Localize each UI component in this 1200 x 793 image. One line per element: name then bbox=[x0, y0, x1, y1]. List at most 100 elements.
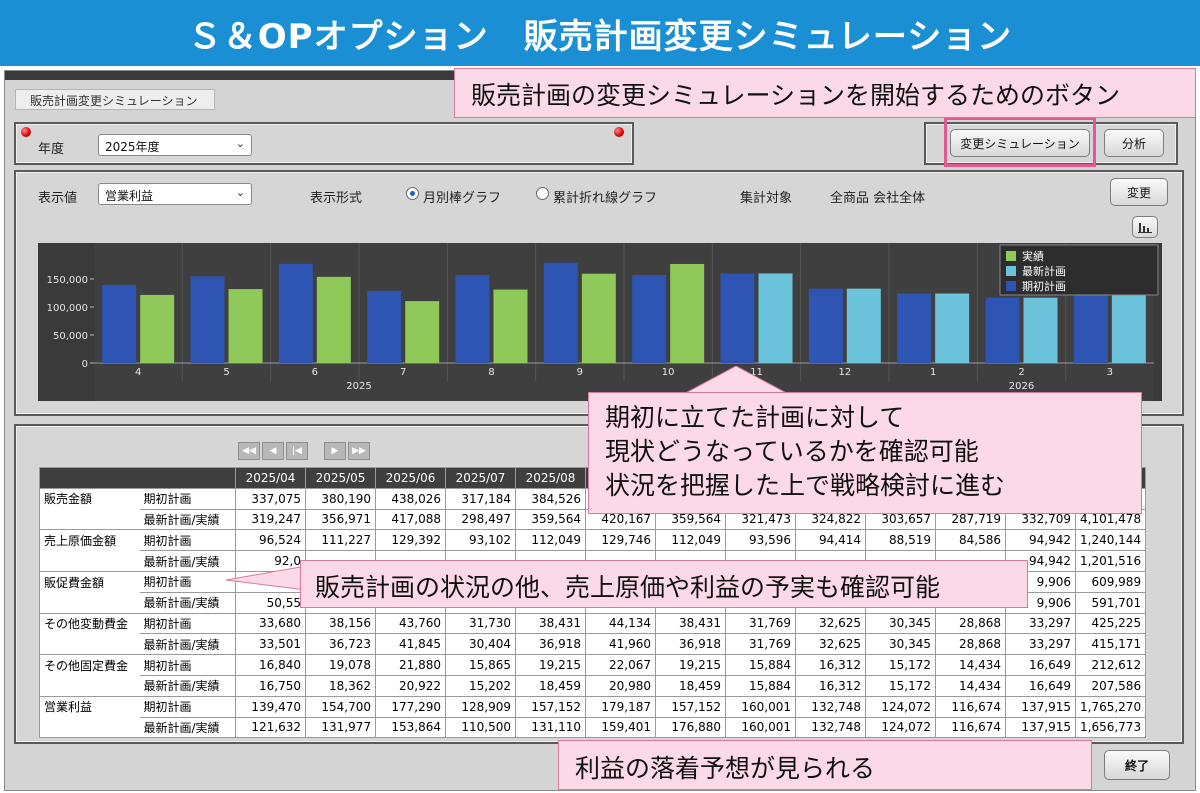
table-cell[interactable]: 93,102 bbox=[445, 529, 516, 552]
table-cell[interactable]: 36,918 bbox=[515, 633, 586, 656]
table-cell[interactable]: 16,649 bbox=[1005, 674, 1076, 697]
change-button[interactable]: 変更 bbox=[1110, 178, 1168, 206]
table-cell[interactable]: 41,960 bbox=[585, 633, 656, 656]
next-page-icon[interactable]: ▶ bbox=[324, 442, 346, 460]
table-cell[interactable]: 110,500 bbox=[445, 716, 516, 739]
table-cell[interactable]: 425,225 bbox=[1074, 612, 1147, 635]
table-cell[interactable]: 44,134 bbox=[585, 612, 656, 635]
table-cell[interactable]: 160,001 bbox=[725, 716, 796, 739]
chart-type-button[interactable] bbox=[1132, 216, 1158, 238]
table-cell[interactable]: 207,586 bbox=[1074, 674, 1147, 697]
table-cell[interactable]: 177,290 bbox=[375, 695, 446, 718]
table-cell[interactable]: 124,072 bbox=[865, 695, 936, 718]
table-cell[interactable]: 16,649 bbox=[1005, 654, 1076, 676]
table-cell[interactable]: 153,864 bbox=[375, 716, 446, 739]
table-cell[interactable]: 31,769 bbox=[725, 612, 796, 635]
table-cell[interactable]: 324,822 bbox=[795, 508, 866, 531]
table-cell[interactable]: 21,880 bbox=[375, 654, 446, 676]
table-cell[interactable]: 438,026 bbox=[375, 487, 446, 510]
table-cell[interactable]: 18,459 bbox=[515, 674, 586, 697]
table-cell[interactable]: 19,078 bbox=[305, 654, 376, 676]
table-cell[interactable]: 15,884 bbox=[725, 674, 796, 697]
table-cell[interactable]: 33,501 bbox=[235, 633, 306, 656]
table-cell[interactable]: 417,088 bbox=[375, 508, 446, 531]
table-cell[interactable]: 131,977 bbox=[305, 716, 376, 739]
table-cell[interactable]: 1,201,516 bbox=[1074, 550, 1147, 572]
table-cell[interactable]: 137,915 bbox=[1005, 716, 1076, 739]
table-cell[interactable]: 43,760 bbox=[375, 612, 446, 635]
table-cell[interactable]: 15,202 bbox=[445, 674, 516, 697]
table-cell[interactable]: 317,184 bbox=[445, 487, 516, 510]
table-cell[interactable]: 15,172 bbox=[865, 654, 936, 676]
table-cell[interactable]: 38,156 bbox=[305, 612, 376, 635]
table-cell[interactable]: 36,918 bbox=[655, 633, 726, 656]
table-cell[interactable]: 88,519 bbox=[865, 529, 936, 552]
table-cell[interactable]: 591,701 bbox=[1074, 591, 1147, 614]
table-cell[interactable]: 132,748 bbox=[795, 716, 866, 739]
display-value-select[interactable]: 営業利益 ⌄ bbox=[98, 183, 252, 205]
last-page-icon[interactable]: ▶▶ bbox=[348, 442, 370, 460]
table-cell[interactable]: 116,674 bbox=[935, 695, 1006, 718]
table-cell[interactable]: 124,072 bbox=[865, 716, 936, 739]
table-cell[interactable]: 128,909 bbox=[445, 695, 516, 718]
table-cell[interactable]: 19,215 bbox=[655, 654, 726, 676]
table-cell[interactable]: 41,845 bbox=[375, 633, 446, 656]
radio-monthly-bar[interactable] bbox=[406, 187, 419, 200]
table-cell[interactable]: 28,868 bbox=[935, 612, 1006, 635]
table-cell[interactable]: 176,880 bbox=[655, 716, 726, 739]
table-cell[interactable]: 33,297 bbox=[1005, 633, 1076, 656]
analyze-button[interactable]: 分析 bbox=[1104, 129, 1164, 157]
table-cell[interactable]: 131,110 bbox=[515, 716, 586, 739]
radio-cumulative-line[interactable] bbox=[536, 187, 549, 200]
table-cell[interactable]: 30,345 bbox=[865, 633, 936, 656]
table-cell[interactable]: 31,769 bbox=[725, 633, 796, 656]
table-cell[interactable]: 157,152 bbox=[655, 695, 726, 718]
table-cell[interactable]: 384,526 bbox=[515, 487, 586, 510]
table-cell[interactable]: 33,680 bbox=[235, 612, 306, 635]
table-cell[interactable]: 132,748 bbox=[795, 695, 866, 718]
table-cell[interactable]: 356,971 bbox=[305, 508, 376, 531]
table-cell[interactable]: 298,497 bbox=[445, 508, 516, 531]
table-cell[interactable]: 1,656,773 bbox=[1074, 716, 1147, 739]
screen-tab[interactable]: 販売計画変更シミュレーション bbox=[15, 89, 215, 110]
table-cell[interactable]: 50,55 bbox=[235, 591, 306, 614]
first-page-icon[interactable]: ◀◀ bbox=[238, 442, 260, 460]
prev-page-icon[interactable]: ◀ bbox=[262, 442, 284, 460]
table-cell[interactable]: 15,172 bbox=[865, 674, 936, 697]
radio-monthly-bar-label[interactable]: 月別棒グラフ bbox=[423, 191, 502, 206]
change-simulation-button[interactable]: 変更シミュレーション bbox=[950, 129, 1090, 157]
radio-cumulative-line-label[interactable]: 累計折れ線グラフ bbox=[553, 191, 658, 206]
table-cell[interactable]: 337,075 bbox=[235, 487, 306, 510]
table-cell[interactable]: 111,227 bbox=[305, 529, 376, 552]
table-cell[interactable]: 121,632 bbox=[235, 716, 306, 739]
table-cell[interactable]: 92,0 bbox=[235, 550, 306, 572]
year-select[interactable]: 2025年度 ⌄ bbox=[98, 134, 252, 156]
table-cell[interactable]: 19,215 bbox=[515, 654, 586, 676]
table-cell[interactable]: 94,942 bbox=[1005, 529, 1076, 552]
table-cell[interactable]: 112,049 bbox=[655, 529, 726, 552]
table-cell[interactable]: 30,345 bbox=[865, 612, 936, 635]
table-cell[interactable]: 33,297 bbox=[1005, 612, 1076, 635]
table-cell[interactable]: 137,915 bbox=[1005, 695, 1076, 718]
table-cell[interactable]: 18,362 bbox=[305, 674, 376, 697]
table-cell[interactable]: 36,723 bbox=[305, 633, 376, 656]
table-cell[interactable]: 22,067 bbox=[585, 654, 656, 676]
table-cell[interactable]: 157,152 bbox=[515, 695, 586, 718]
table-cell[interactable]: 93,596 bbox=[725, 529, 796, 552]
table-cell[interactable]: 154,700 bbox=[305, 695, 376, 718]
table-cell[interactable]: 31,730 bbox=[445, 612, 516, 635]
table-cell[interactable]: 18,459 bbox=[655, 674, 726, 697]
table-cell[interactable]: 30,404 bbox=[445, 633, 516, 656]
table-cell[interactable]: 129,746 bbox=[585, 529, 656, 552]
table-cell[interactable]: 16,840 bbox=[235, 654, 306, 676]
table-cell[interactable]: 16,312 bbox=[795, 674, 866, 697]
table-cell[interactable]: 159,401 bbox=[585, 716, 656, 739]
table-cell[interactable]: 116,674 bbox=[935, 716, 1006, 739]
table-cell[interactable]: 14,434 bbox=[935, 654, 1006, 676]
table-cell[interactable]: 96,524 bbox=[235, 529, 306, 552]
table-cell[interactable]: 380,190 bbox=[305, 487, 376, 510]
table-cell[interactable]: 359,564 bbox=[515, 508, 586, 531]
table-cell[interactable]: 16,750 bbox=[235, 674, 306, 697]
table-cell[interactable]: 1,240,144 bbox=[1074, 529, 1147, 552]
table-cell[interactable]: 319,247 bbox=[235, 508, 306, 531]
